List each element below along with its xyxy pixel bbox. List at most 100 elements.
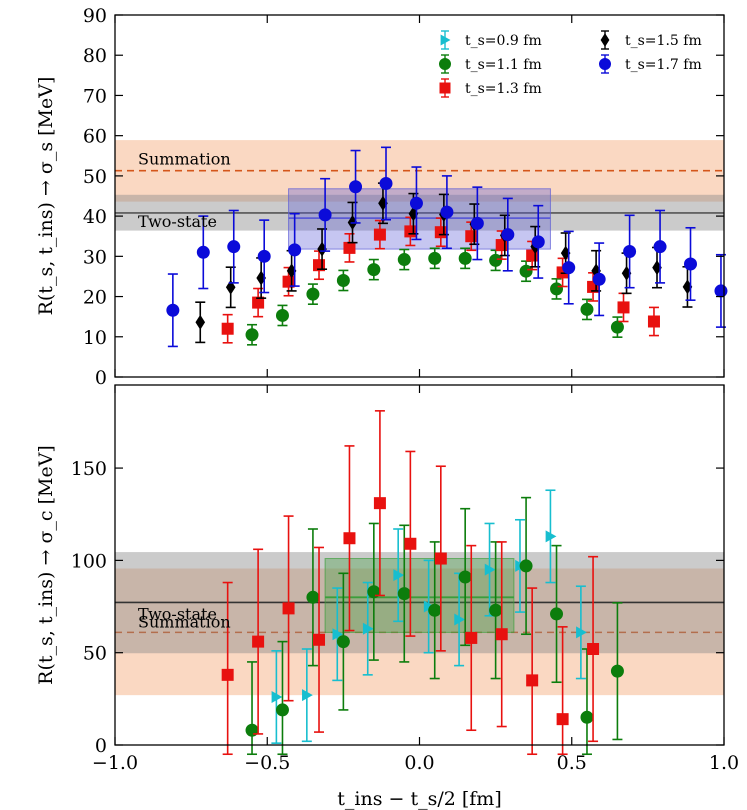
data-point (617, 301, 630, 314)
data-point (336, 273, 350, 287)
data-point (271, 691, 283, 703)
y-tick-label: 70 (83, 85, 107, 107)
legend-label: t_s=1.5 fm (625, 33, 702, 49)
data-point (580, 710, 594, 724)
bottom-panel: 0 50 100 150 −1.0 −0.5 0.0 0.5 1.0 Two-state Sum… (35, 384, 739, 810)
data-point (545, 530, 557, 543)
data-point (454, 613, 466, 626)
x-tick-label: 0.5 (557, 752, 587, 774)
data-point (531, 235, 545, 249)
data-point (379, 177, 393, 191)
data-point (282, 602, 295, 615)
data-point (332, 628, 344, 641)
data-point (257, 249, 271, 263)
data-point (465, 230, 478, 243)
y-tick-label: 30 (83, 246, 107, 268)
bottom-ticks: 0 50 100 150 −1.0 −0.5 0.0 0.5 1.0 (71, 385, 739, 774)
data-point (227, 240, 241, 254)
data-point (484, 563, 496, 576)
x-axis-label: t_ins − t_s/2 [fm] (337, 788, 502, 810)
legend-marker (439, 82, 451, 94)
data-point (592, 272, 606, 286)
data-point (373, 497, 386, 510)
y-tick-label: 50 (83, 166, 107, 188)
y-tick-label: 40 (83, 206, 107, 228)
data-point (302, 689, 313, 702)
data-point (526, 674, 539, 687)
fit-box-band (324, 558, 515, 633)
data-point (623, 245, 637, 259)
legend-label: t_s=1.1 fm (465, 57, 542, 73)
data-point (458, 570, 472, 584)
legend-marker (440, 34, 451, 46)
data-point (434, 226, 447, 239)
data-point (196, 245, 210, 259)
data-point (556, 713, 569, 726)
y-tick-label: 0 (95, 367, 107, 389)
data-point (550, 282, 564, 296)
data-point (306, 287, 320, 301)
data-point (349, 180, 363, 194)
data-point (275, 703, 289, 717)
top-two-state-label: Two-state (138, 212, 217, 231)
data-point (409, 196, 423, 210)
x-tick-label: 1.0 (709, 752, 739, 774)
data-point (647, 315, 660, 328)
top-ticks: 0 10 20 30 40 50 60 70 80 90 (83, 5, 725, 389)
data-point (591, 263, 601, 279)
data-point (378, 195, 388, 211)
data-point (495, 628, 508, 641)
data-point (397, 587, 411, 601)
data-point (580, 302, 594, 316)
legend-marker (600, 33, 610, 47)
data-point (434, 552, 447, 565)
data-point (367, 263, 381, 277)
legend-label: t_s=0.9 fm (465, 33, 542, 49)
data-point (652, 260, 662, 276)
data-point (221, 322, 234, 335)
data-point (610, 664, 624, 678)
y-tick-label: 90 (83, 5, 107, 27)
data-point (423, 600, 435, 613)
data-point (343, 532, 356, 545)
data-point (245, 328, 259, 342)
data-point (286, 263, 297, 279)
top-summation-label: Summation (138, 150, 231, 169)
y-tick-label: 20 (83, 287, 107, 309)
data-point (221, 668, 234, 681)
x-tick-label: −0.5 (244, 752, 290, 774)
data-point (166, 303, 180, 317)
legend-label: t_s=1.3 fm (465, 81, 542, 97)
data-point (610, 320, 624, 334)
top-y-axis-label: R(t_s, t_ins) → σ_s [MeV] (35, 77, 57, 316)
legend-label: t_s=1.7 fm (625, 57, 702, 73)
legend: t_s=0.9 fm t_s=1.5 fm t_s=1.1 fm t_s=1.7 fm… (439, 30, 702, 98)
y-tick-label: 150 (71, 458, 107, 480)
data-point (252, 296, 265, 309)
bottom-data-points (221, 410, 624, 756)
data-point (393, 569, 405, 582)
data-point (519, 559, 533, 573)
data-point (519, 264, 533, 278)
data-point (288, 243, 302, 257)
bottom-fit-box (324, 558, 515, 633)
data-point (306, 590, 320, 604)
data-point (362, 622, 374, 635)
data-point (404, 537, 417, 550)
data-point (562, 261, 576, 275)
legend-marker (599, 58, 611, 70)
data-point (428, 603, 442, 617)
data-point (465, 631, 478, 644)
data-point (318, 208, 332, 222)
data-point (550, 607, 564, 621)
y-tick-label: 100 (71, 550, 107, 572)
data-point (428, 251, 442, 265)
data-point (501, 228, 515, 242)
y-tick-label: 10 (83, 327, 107, 349)
bottom-y-axis-label: R(t_s, t_ins) → σ_c [MeV] (35, 445, 57, 685)
legend-marker (439, 58, 451, 70)
data-point (313, 633, 326, 646)
y-tick-label: 0 (95, 735, 107, 757)
